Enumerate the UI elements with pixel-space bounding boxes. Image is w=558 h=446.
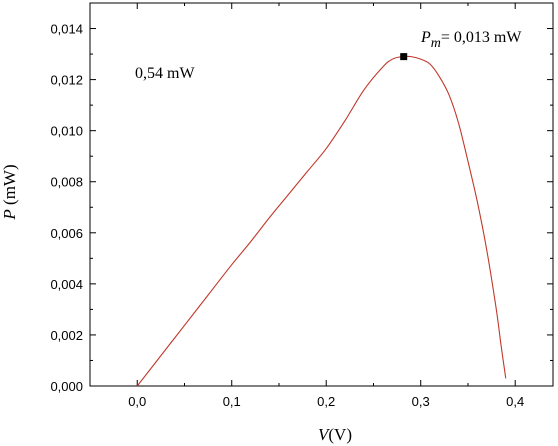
left-annotation: 0,54 mW: [135, 65, 195, 82]
x-tick-label: 0,1: [223, 394, 241, 409]
y-tick-label: 0,006: [50, 226, 83, 241]
max-power-marker: [400, 53, 408, 61]
x-axis-symbol: V: [318, 425, 331, 444]
y-tick-label: 0,012: [50, 73, 83, 88]
y-axis-symbol: P: [0, 209, 19, 220]
y-tick-label: 0,000: [50, 379, 83, 394]
power-curve-line: [136, 55, 507, 387]
plot-frame: [89, 2, 554, 387]
y-axis-ticks: 0,000 0,002 0,004 0,006 0,008 0,010 0,012 0,014: [50, 22, 553, 394]
plot-frame-group: [89, 2, 554, 387]
x-tick-label: 0,0: [128, 394, 146, 409]
y-axis-unit: (mW): [0, 164, 19, 205]
marker-group: [400, 53, 408, 61]
pm-value: = 0,013 mW: [441, 29, 522, 46]
x-tick-label: 0,2: [317, 394, 335, 409]
pm-symbol: P: [420, 29, 431, 46]
y-tick-label: 0,010: [50, 124, 83, 139]
pm-subscript: m: [431, 36, 441, 51]
x-tick-label: 0,4: [506, 394, 524, 409]
pm-annotation: Pm= 0,013 mW: [420, 29, 522, 51]
x-axis-title: V(V): [318, 425, 352, 444]
y-tick-label: 0,002: [50, 328, 83, 343]
y-tick-label: 0,004: [50, 277, 83, 292]
x-axis-ticks: 0,0 0,1 0,2 0,3 0,4: [89, 3, 524, 409]
y-tick-label: 0,008: [50, 175, 83, 190]
series-group: [136, 55, 507, 387]
x-tick-label: 0,3: [412, 394, 430, 409]
x-axis-unit: (V): [328, 425, 352, 444]
y-axis-title: P (mW): [0, 164, 19, 220]
y-tick-label: 0,014: [50, 22, 83, 37]
